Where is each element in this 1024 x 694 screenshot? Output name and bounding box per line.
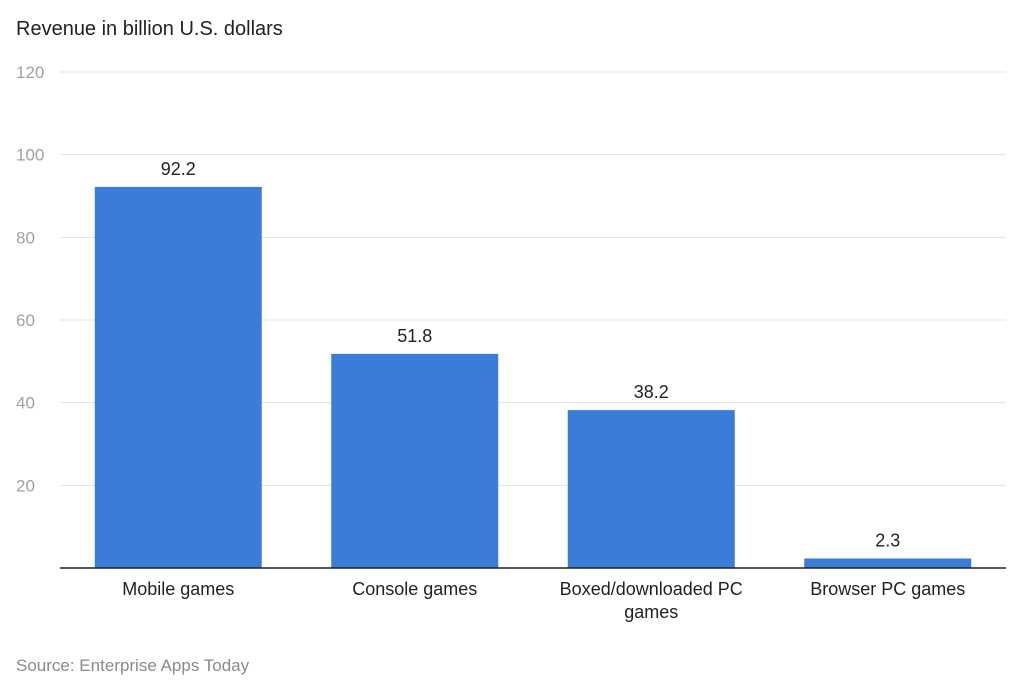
y-tick-label: 20 — [16, 476, 35, 495]
bar — [567, 410, 735, 568]
x-tick-label: Mobile games — [122, 579, 234, 599]
data-label: 2.3 — [875, 530, 900, 550]
x-tick-label: Browser PC games — [810, 579, 965, 599]
y-tick-label: 60 — [16, 311, 35, 330]
bar — [331, 353, 499, 568]
bar — [94, 186, 262, 568]
x-tick-label: Boxed/downloaded PC — [560, 579, 743, 599]
data-label: 38.2 — [634, 382, 669, 402]
y-tick-label: 40 — [16, 394, 35, 413]
y-tick-label: 80 — [16, 228, 35, 247]
chart-title: Revenue in billion U.S. dollars — [16, 18, 283, 40]
x-tick-label: Console games — [352, 579, 477, 599]
data-label: 51.8 — [397, 326, 432, 346]
source-note: Source: Enterprise Apps Today — [16, 656, 250, 675]
y-tick-label: 120 — [16, 63, 44, 82]
data-label: 92.2 — [161, 159, 196, 179]
x-tick-label: games — [624, 602, 678, 622]
bar — [804, 558, 972, 568]
y-tick-label: 100 — [16, 146, 44, 165]
